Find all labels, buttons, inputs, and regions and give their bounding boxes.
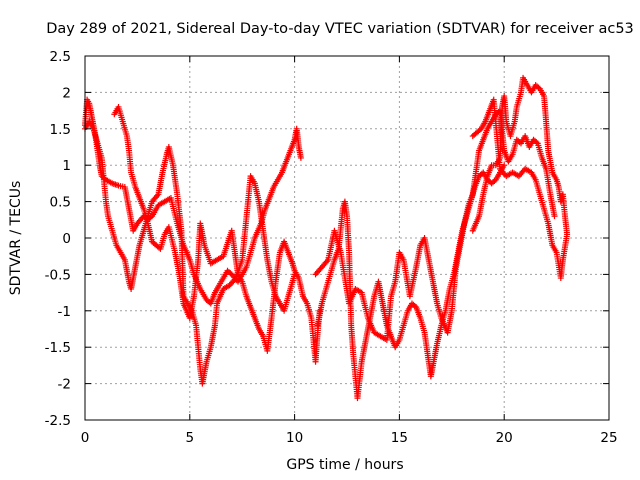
ticks: 0 5 10 15 20 25 -2.5 -2 -1.5 -1 -0.5 0 0.5 1 1.5 2 2.5 [45, 49, 618, 446]
y-tick-label: -1.5 [45, 340, 71, 356]
trace-marker [227, 270, 234, 277]
trace-marker [533, 139, 540, 146]
y-tick-label: -0.5 [45, 267, 71, 283]
data-point [297, 154, 304, 161]
data-point [501, 162, 508, 169]
y-tick-label: 0.5 [50, 195, 71, 211]
y-tick-label: 0 [62, 231, 71, 247]
trace-marker [491, 177, 498, 184]
y-tick-label: -2 [58, 377, 71, 393]
data-point [469, 133, 476, 140]
x-tick-label: 15 [391, 430, 408, 446]
x-tick-label: 5 [186, 430, 195, 446]
y-tick-label: 2.5 [50, 49, 71, 65]
chart-title: Day 289 of 2021, Sidereal Day-to-day VTE… [46, 21, 634, 37]
y-tick-label: 1 [62, 158, 71, 174]
series-trace-6 [469, 74, 571, 282]
data-point [551, 213, 558, 220]
y-tick-label: -1 [58, 304, 71, 320]
x-axis-label: GPS time / hours [286, 457, 403, 473]
trace-marker [535, 84, 542, 91]
y-tick-label: 2 [62, 85, 71, 101]
x-tick-label: 25 [600, 430, 617, 446]
series-trace-3 [111, 103, 323, 365]
series-layer [82, 74, 571, 402]
trace-marker [471, 131, 478, 138]
x-tick-label: 10 [286, 430, 303, 446]
x-tick-label: 20 [496, 430, 513, 446]
x-tick-label: 0 [81, 430, 90, 446]
y-tick-label: -2.5 [45, 413, 71, 429]
y-tick-label: 1.5 [50, 122, 71, 138]
trace-marker [411, 302, 418, 309]
y-axis-label: SDTVAR / TECUs [8, 181, 24, 296]
series-trace-2 [82, 118, 298, 387]
